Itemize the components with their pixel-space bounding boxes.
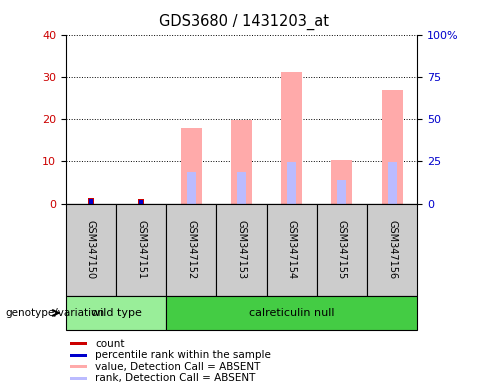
Bar — [166, 296, 417, 330]
Bar — [166, 204, 217, 296]
Bar — [138, 199, 144, 204]
Bar — [89, 199, 93, 204]
Text: calreticulin null: calreticulin null — [249, 308, 334, 318]
Bar — [116, 204, 166, 296]
Bar — [70, 365, 87, 368]
Text: wild type: wild type — [91, 308, 142, 318]
Bar — [88, 199, 94, 204]
Bar — [266, 204, 317, 296]
Bar — [337, 180, 346, 204]
Text: value, Detection Call = ABSENT: value, Detection Call = ABSENT — [95, 362, 260, 372]
Bar — [181, 128, 202, 204]
Bar — [217, 204, 266, 296]
Text: GSM347151: GSM347151 — [136, 220, 146, 279]
Bar — [331, 161, 352, 204]
Bar — [287, 162, 296, 204]
Text: rank, Detection Call = ABSENT: rank, Detection Call = ABSENT — [95, 373, 255, 383]
Bar — [66, 296, 166, 330]
Bar — [70, 342, 87, 345]
Text: GDS3680 / 1431203_at: GDS3680 / 1431203_at — [159, 13, 329, 30]
Text: GSM347155: GSM347155 — [337, 220, 347, 279]
Bar — [317, 204, 367, 296]
Bar — [187, 172, 196, 204]
Text: GSM347152: GSM347152 — [186, 220, 196, 279]
Text: count: count — [95, 339, 124, 349]
Text: percentile rank within the sample: percentile rank within the sample — [95, 350, 271, 360]
Bar — [140, 200, 143, 204]
Bar — [387, 162, 397, 204]
Text: GSM347150: GSM347150 — [86, 220, 96, 279]
Bar — [66, 204, 116, 296]
Text: GSM347153: GSM347153 — [237, 220, 246, 279]
Bar — [70, 377, 87, 380]
Text: GSM347154: GSM347154 — [287, 220, 297, 279]
Bar — [231, 120, 252, 204]
Text: GSM347156: GSM347156 — [387, 220, 397, 279]
Bar — [382, 90, 403, 204]
Bar — [70, 354, 87, 357]
Text: genotype/variation: genotype/variation — [5, 308, 104, 318]
Bar — [237, 172, 246, 204]
Bar — [367, 204, 417, 296]
Bar — [281, 72, 302, 204]
